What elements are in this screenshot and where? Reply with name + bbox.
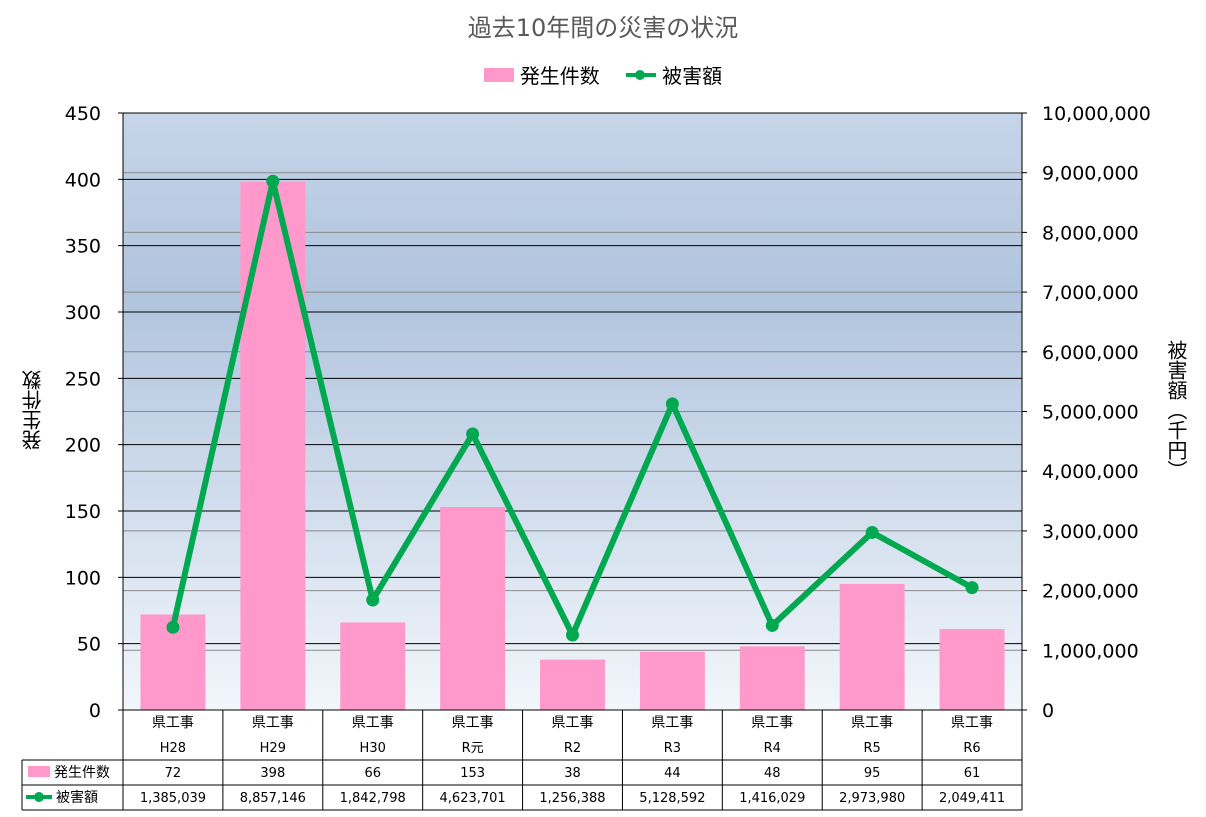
y-tick-label: 0 — [89, 700, 101, 722]
table-cell-amount: 1,256,388 — [539, 791, 605, 806]
category-label-line2: R元 — [462, 741, 484, 756]
category-label-line1: 県工事 — [951, 715, 993, 731]
line-point — [366, 593, 380, 607]
category-label-line2: H30 — [360, 741, 386, 756]
table-key-point — [34, 792, 44, 802]
category-label-line1: 県工事 — [152, 715, 194, 731]
bar — [540, 659, 605, 710]
category-label-line2: H29 — [260, 741, 286, 756]
line-point — [965, 581, 979, 595]
bar — [939, 629, 1005, 710]
category-label-line2: R6 — [963, 741, 980, 756]
table-cell-amount: 2,049,411 — [939, 791, 1005, 806]
y2-tick-label: 7,000,000 — [1042, 282, 1139, 304]
bar — [839, 583, 905, 710]
category-label-line1: 県工事 — [851, 715, 893, 731]
bar — [240, 181, 306, 710]
table-cell-amount: 2,973,980 — [839, 791, 905, 806]
y-tick-label: 450 — [65, 103, 101, 125]
y2-tick-label: 4,000,000 — [1042, 461, 1139, 483]
table-cell-count: 66 — [364, 766, 381, 781]
category-label-line2: R3 — [664, 741, 681, 756]
bar — [340, 622, 406, 710]
bar — [739, 646, 805, 710]
chart-title: 過去10年間の災害の状況 — [467, 14, 739, 42]
y2-tick-label: 2,000,000 — [1042, 581, 1139, 603]
category-label-line2: R5 — [864, 741, 881, 756]
legend-item-bar: 発生件数 — [483, 60, 600, 89]
y-tick-label: 400 — [65, 169, 101, 191]
table-cell-count: 61 — [964, 766, 981, 781]
line-point — [466, 427, 480, 441]
legend-item-line: 被害額 — [626, 60, 722, 89]
y2-tick-label: 0 — [1042, 700, 1054, 722]
table-row-header-amount: 被害額 — [56, 790, 98, 806]
y-axis-label-right: 被害額（千円） — [1164, 340, 1188, 480]
y2-tick-label: 5,000,000 — [1042, 402, 1139, 424]
table-cell-count: 398 — [260, 766, 285, 781]
table-cell-amount: 1,842,798 — [340, 791, 406, 806]
y-tick-label: 250 — [65, 368, 101, 390]
table-cell-amount: 4,623,701 — [440, 791, 506, 806]
table-cell-count: 48 — [764, 766, 781, 781]
line-point — [166, 620, 180, 634]
table-cell-count: 153 — [460, 766, 485, 781]
table-cell-count: 95 — [864, 766, 881, 781]
y2-tick-label: 6,000,000 — [1042, 342, 1139, 364]
category-label-line2: R2 — [564, 741, 581, 756]
y2-tick-label: 8,000,000 — [1042, 222, 1139, 244]
table-key-bar — [28, 766, 50, 777]
y2-tick-label: 9,000,000 — [1042, 163, 1139, 185]
table-cell-amount: 1,416,029 — [739, 791, 805, 806]
table-cell-count: 44 — [664, 766, 681, 781]
category-label-line1: 県工事 — [751, 715, 793, 731]
category-label-line1: 県工事 — [252, 715, 294, 731]
bar — [639, 651, 705, 710]
line-point — [865, 525, 879, 539]
table-cell-count: 72 — [165, 766, 182, 781]
category-label-line1: 県工事 — [651, 715, 693, 731]
line-point — [665, 397, 679, 411]
legend-label-bar: 発生件数 — [519, 64, 600, 88]
y-tick-label: 350 — [65, 236, 101, 258]
y-tick-label: 100 — [65, 567, 101, 589]
line-point — [765, 618, 779, 632]
bar — [440, 507, 506, 710]
category-label-line2: R4 — [764, 741, 781, 756]
category-label-line1: 県工事 — [352, 715, 394, 731]
legend: 発生件数 被害額 — [0, 60, 1206, 89]
table-cell-count: 38 — [564, 766, 581, 781]
y-tick-label: 300 — [65, 302, 101, 324]
y-tick-label: 200 — [65, 435, 101, 457]
legend-line-swatch — [626, 68, 657, 82]
y2-tick-label: 3,000,000 — [1042, 521, 1139, 543]
legend-label-line: 被害額 — [662, 64, 723, 88]
line-point — [266, 174, 280, 188]
table-cell-amount: 8,857,146 — [240, 791, 306, 806]
category-label-line1: 県工事 — [452, 715, 494, 731]
legend-bar-swatch — [483, 67, 514, 82]
table-cell-amount: 1,385,039 — [140, 791, 206, 806]
table-row-header-count: 発生件数 — [54, 765, 110, 781]
y-tick-label: 50 — [77, 634, 101, 656]
line-point — [566, 628, 579, 642]
table-cell-amount: 5,128,592 — [639, 791, 705, 806]
y-tick-label: 150 — [65, 501, 101, 523]
category-label-line2: H28 — [160, 741, 186, 756]
category-label-line1: 県工事 — [552, 715, 594, 731]
y2-tick-label: 10,000,000 — [1042, 103, 1151, 125]
y2-tick-label: 1,000,000 — [1042, 640, 1139, 662]
